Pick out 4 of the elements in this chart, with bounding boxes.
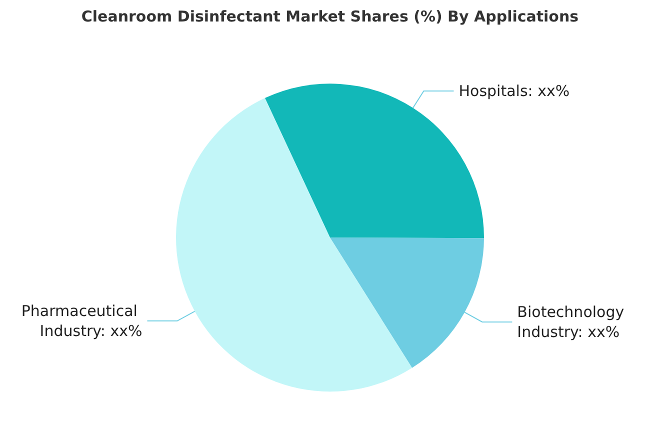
- slice-label: Pharmaceutical Industry: xx%: [21, 302, 142, 340]
- slice-label: Biotechnology Industry: xx%: [517, 302, 629, 341]
- slice-label: Hospitals: xx%: [458, 82, 570, 100]
- chart-title: Cleanroom Disinfectant Market Shares (%) By Applications: [81, 8, 579, 26]
